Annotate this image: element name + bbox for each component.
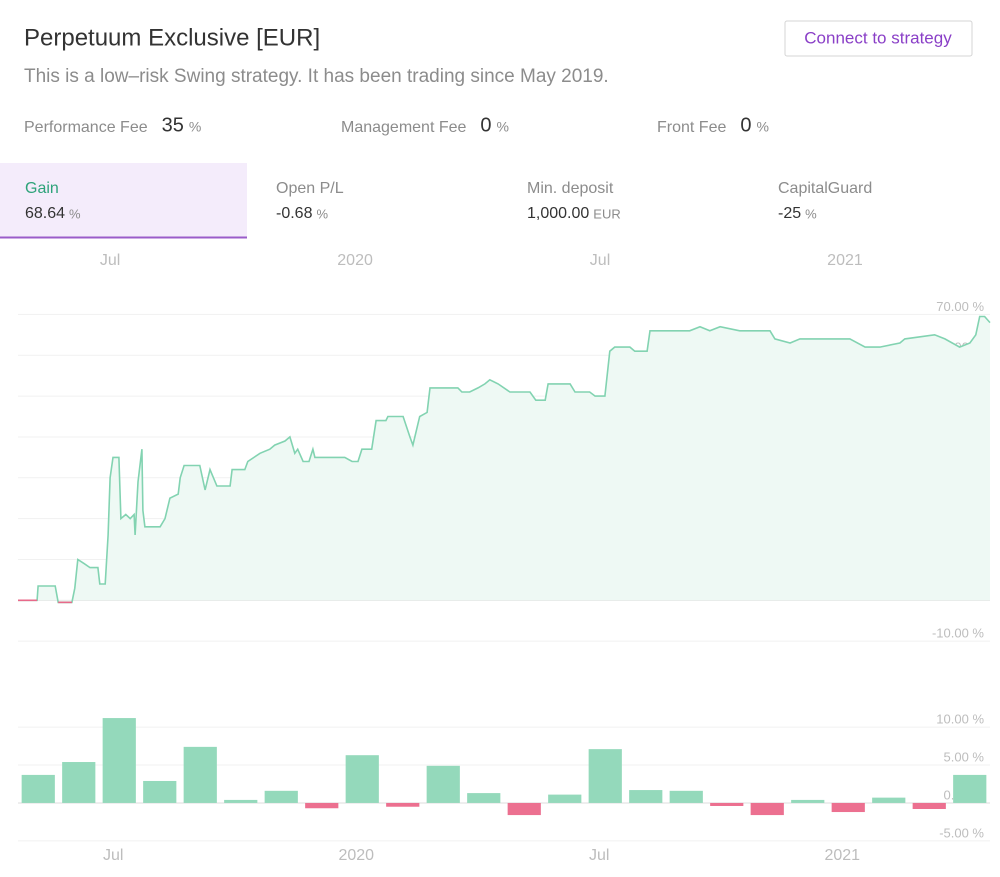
stat-value: 68.64: [25, 205, 65, 222]
bar: [102, 718, 136, 803]
bar: [264, 790, 298, 803]
bar: [507, 802, 541, 816]
fee-label: Performance Fee: [24, 119, 148, 136]
bar: [953, 774, 987, 803]
bar: [872, 797, 906, 803]
bar: [548, 794, 582, 803]
x-tick-label: 2021: [824, 847, 860, 864]
x-tick-label: 2021: [827, 252, 863, 269]
fee-value: 0: [480, 114, 491, 136]
x-tick-label: Jul: [590, 252, 610, 269]
bar: [386, 802, 420, 807]
stat-unit: EUR: [593, 206, 620, 221]
x-tick-label: Jul: [100, 252, 120, 269]
stat-value: -0.68: [276, 205, 313, 222]
fee-value: 35: [162, 114, 184, 136]
x-tick-label: Jul: [589, 847, 609, 864]
gain-line: [18, 315, 991, 604]
fee-label: Management Fee: [341, 119, 467, 136]
gain-area: [18, 316, 990, 603]
x-tick-label: 2020: [338, 847, 374, 864]
bar: [629, 790, 663, 803]
bar: [750, 802, 784, 816]
stat-value: -25: [778, 205, 801, 222]
y-tick-label: -5.00 %: [939, 825, 984, 840]
bar: [831, 802, 865, 813]
fee-unit: %: [756, 119, 768, 135]
fee-unit: %: [497, 119, 509, 135]
fee-value: 0: [740, 114, 751, 136]
connect-button-label[interactable]: Connect to strategy: [804, 28, 952, 47]
bar: [669, 790, 703, 803]
stat-unit: %: [69, 206, 81, 221]
stat-value: 1,000.00: [527, 205, 589, 222]
bar: [588, 749, 622, 803]
bar: [710, 802, 744, 806]
y-tick-label: -10.00 %: [932, 626, 984, 641]
stat-unit: %: [805, 206, 817, 221]
bar: [345, 755, 379, 803]
stat-label[interactable]: Min. deposit: [527, 180, 614, 197]
bar: [143, 780, 177, 803]
x-tick-label: Jul: [103, 847, 123, 864]
stat-label[interactable]: Gain: [25, 180, 59, 197]
bar: [183, 746, 217, 803]
y-tick-label: 10.00 %: [936, 712, 984, 727]
bar: [791, 799, 825, 803]
active-tab[interactable]: [0, 163, 247, 238]
bar: [305, 802, 339, 809]
bar: [426, 765, 460, 803]
fee-label: Front Fee: [657, 119, 726, 136]
bar: [62, 762, 96, 803]
stat-label[interactable]: CapitalGuard: [778, 180, 872, 197]
fee-unit: %: [189, 119, 201, 135]
x-tick-label: 2020: [337, 252, 373, 269]
bar: [912, 802, 946, 810]
stat-unit: %: [316, 206, 328, 221]
bar: [467, 793, 501, 803]
title: Perpetuum Exclusive [EUR]: [24, 24, 320, 51]
connect-button[interactable]: [784, 20, 973, 57]
stat-label[interactable]: Open P/L: [276, 180, 344, 197]
subtitle: This is a low–risk Swing strategy. It ha…: [24, 66, 609, 87]
y-tick-label: 5.00 %: [944, 749, 985, 764]
y-tick-label: 70.00 %: [936, 299, 984, 314]
bar: [21, 774, 55, 803]
bar: [224, 799, 258, 803]
